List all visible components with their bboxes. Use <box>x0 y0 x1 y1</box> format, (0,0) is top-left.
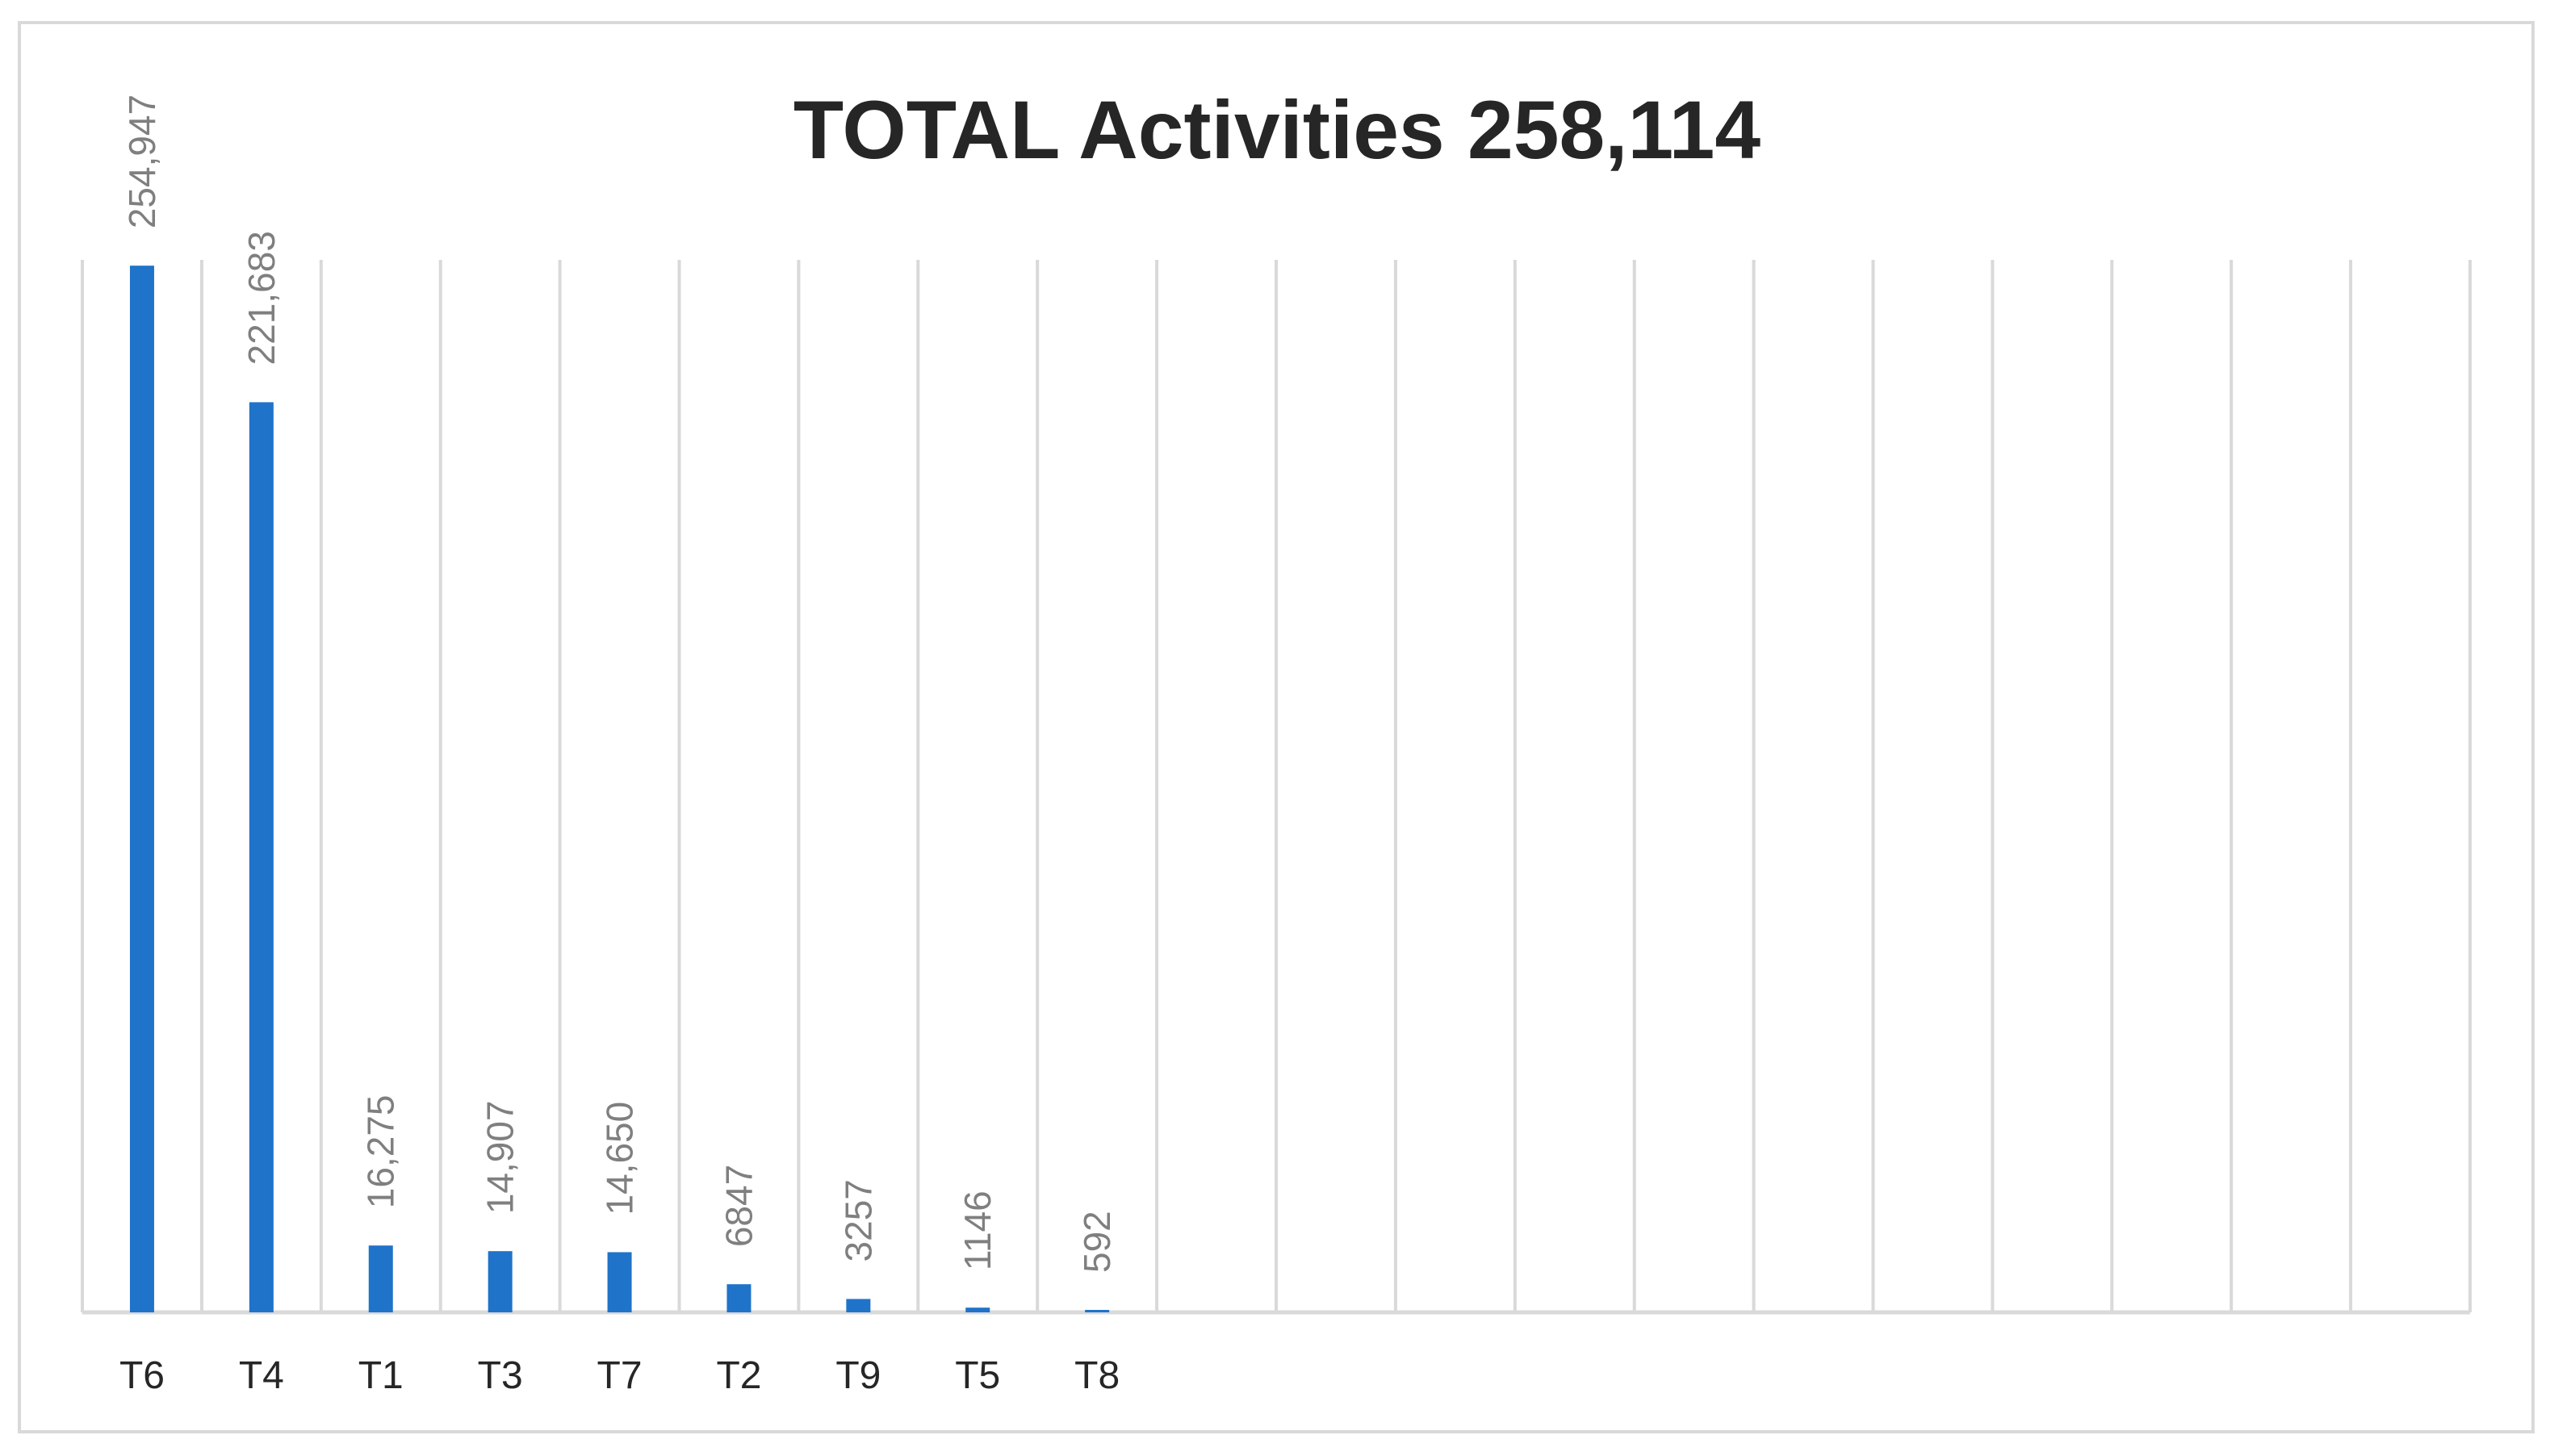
bars <box>129 266 1110 1313</box>
category-labels: T6 T4 T1 T3 T7 T2 T9 T5 T8 <box>119 1354 1120 1397</box>
category-label-T3: T3 <box>478 1354 523 1397</box>
bar-T3 <box>488 1251 513 1312</box>
data-label-T9: 3257 <box>837 1179 879 1261</box>
bar-T1 <box>368 1245 393 1312</box>
category-label-T9: T9 <box>835 1354 881 1397</box>
data-label-T2: 6847 <box>718 1165 760 1247</box>
category-label-T5: T5 <box>955 1354 1000 1397</box>
data-label-T5: 1146 <box>957 1190 999 1270</box>
bar-T8 <box>1085 1309 1110 1312</box>
data-label-T3: 14,907 <box>479 1100 521 1214</box>
gridlines <box>81 260 2472 1315</box>
chart-title: TOTAL Activities 258,114 <box>793 84 1761 176</box>
data-label-T1: 16,275 <box>360 1095 402 1209</box>
category-label-T4: T4 <box>239 1354 284 1397</box>
bar-T4 <box>249 402 274 1313</box>
data-label-T8: 592 <box>1076 1211 1118 1273</box>
bar-T9 <box>846 1299 871 1312</box>
category-label-T2: T2 <box>716 1354 761 1397</box>
category-label-T7: T7 <box>597 1354 643 1397</box>
bar-T6 <box>129 266 154 1313</box>
category-label-T8: T8 <box>1074 1354 1120 1397</box>
bar-T5 <box>965 1307 990 1312</box>
bar-T2 <box>726 1284 752 1312</box>
data-label-T4: 221,683 <box>241 231 283 365</box>
bar-T7 <box>607 1252 632 1312</box>
data-label-T6: 254,947 <box>121 94 163 228</box>
category-label-T6: T6 <box>119 1354 165 1397</box>
category-label-T1: T1 <box>358 1354 404 1397</box>
data-label-T7: 14,650 <box>599 1102 641 1215</box>
data-labels: 254,947 221,683 16,275 14,907 14,650 6847 3257… <box>121 94 1118 1273</box>
